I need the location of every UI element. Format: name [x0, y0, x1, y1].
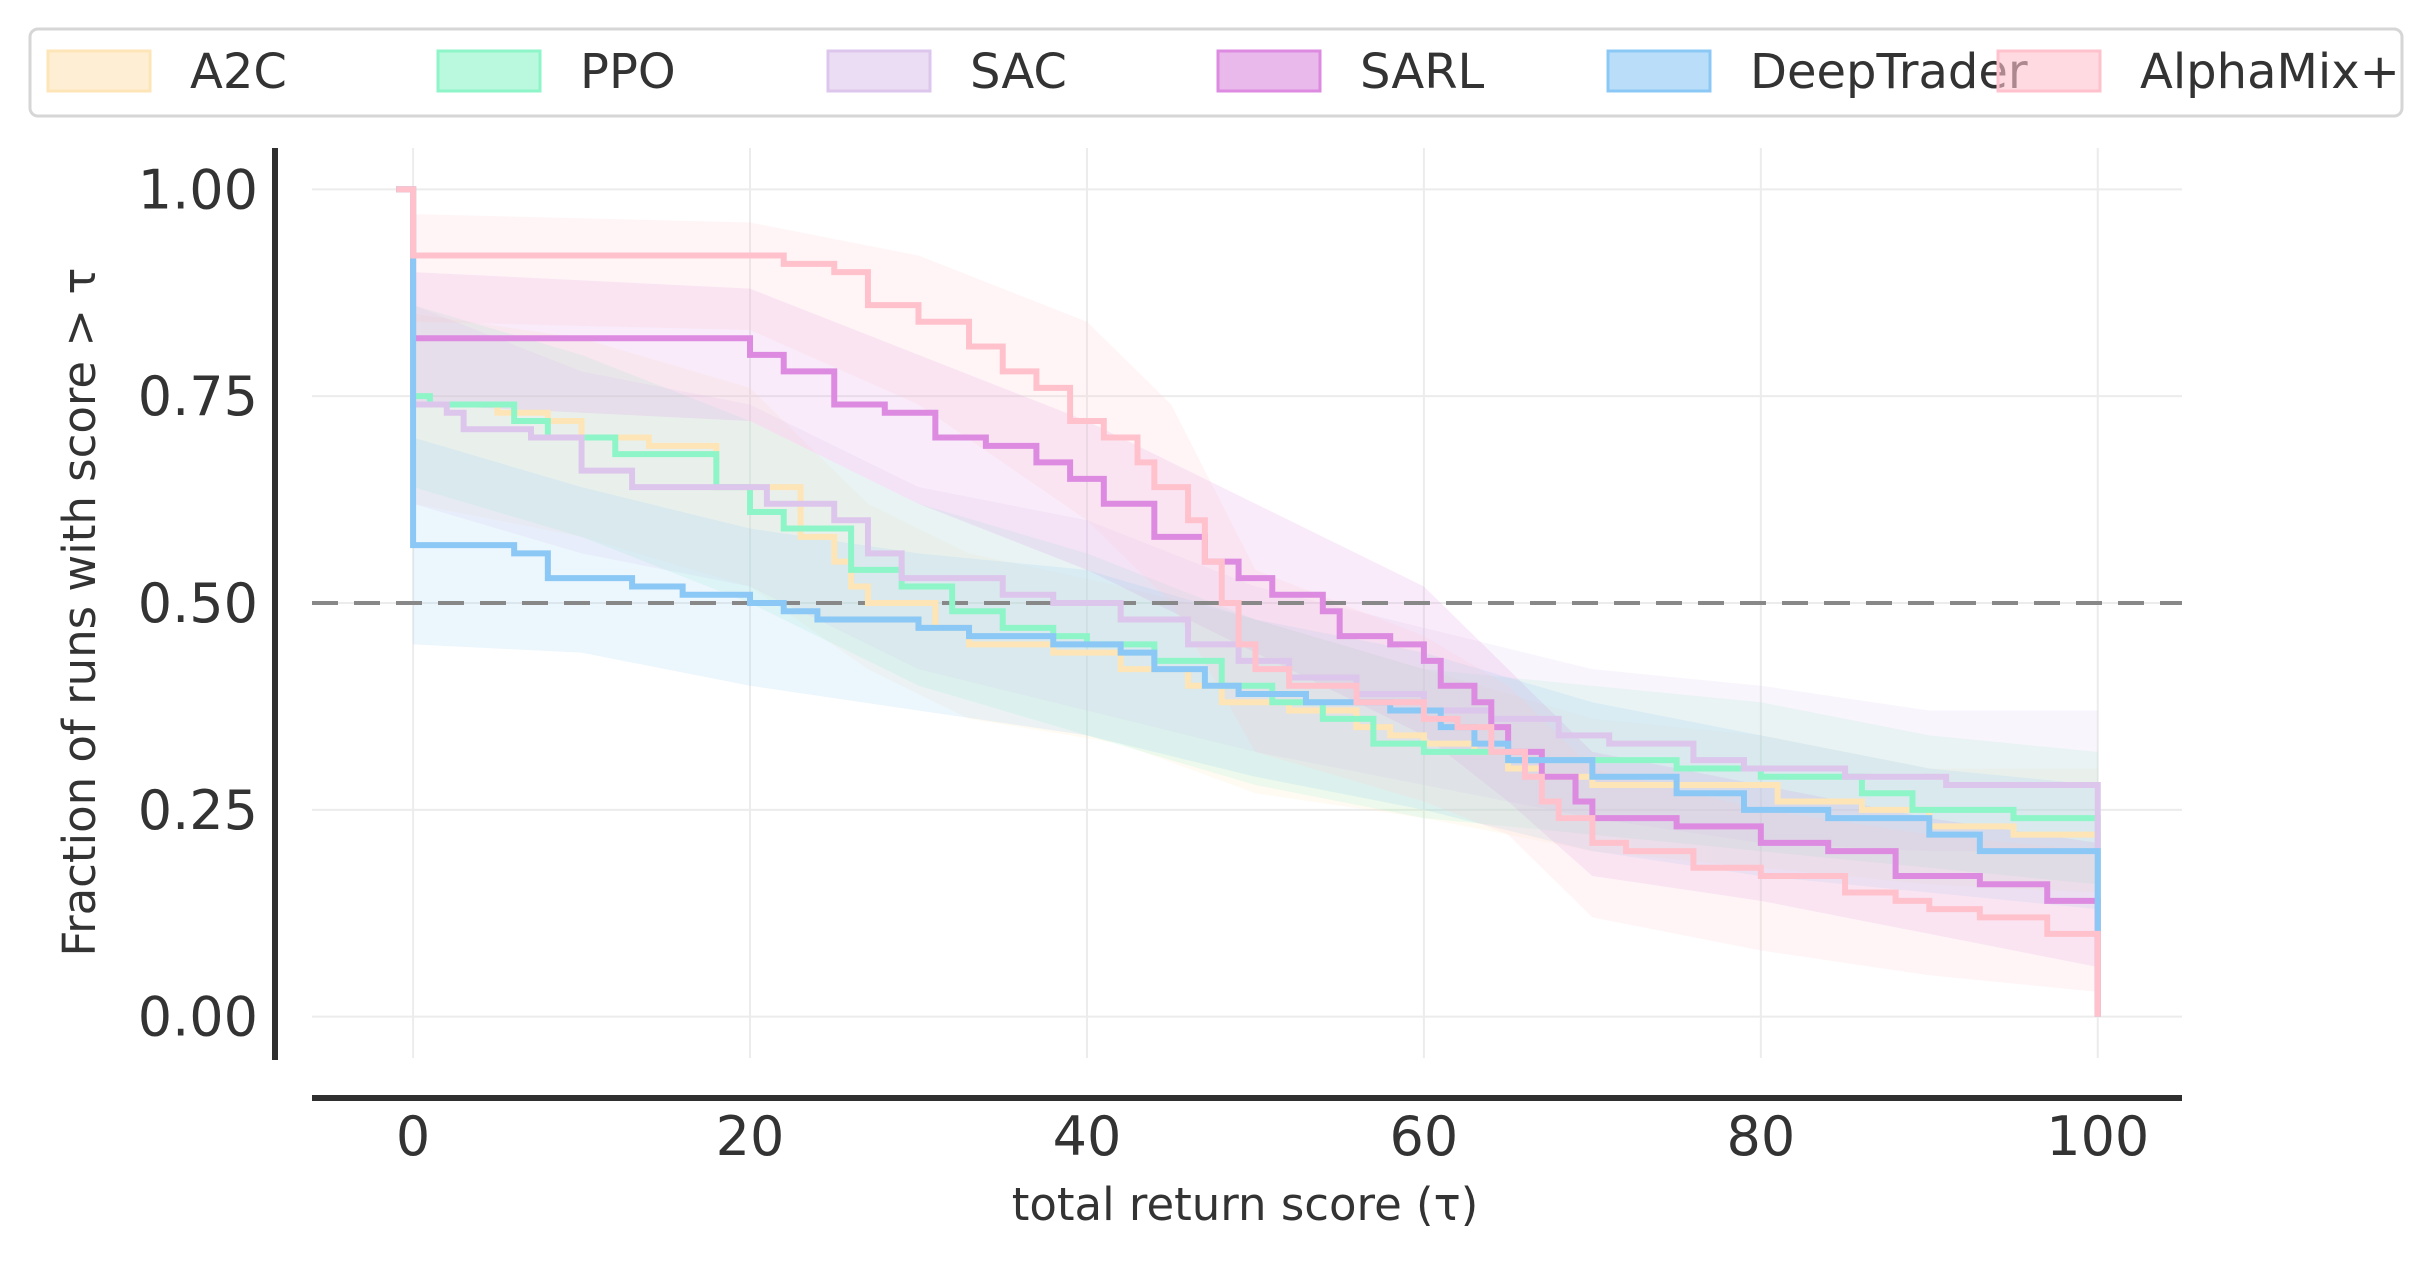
band-2 [413, 305, 2098, 852]
legend-frame [28, 27, 2404, 118]
legend-swatch [1606, 49, 1712, 93]
x-tick-label: 0 [396, 1105, 430, 1168]
series-line-2 [396, 186, 2101, 1017]
x-tick-label: 100 [2046, 1105, 2149, 1168]
legend-label: DeepTrader [1750, 44, 2028, 100]
series-line-5 [396, 186, 2101, 1017]
legend-label: SARL [1360, 44, 1485, 100]
y-axis-ticks: 0.00 0.25 0.50 0.75 1.00 [138, 158, 258, 1048]
legend-swatch [436, 49, 542, 93]
legend-label: A2C [190, 44, 287, 100]
band-1 [413, 305, 2098, 885]
y-tick-label: 0.00 [138, 986, 258, 1049]
legend: A2C PPO SAC SARL DeepTrader AlphaMix+ [28, 27, 2404, 118]
y-tick-label: 0.75 [138, 365, 258, 428]
series-lines [396, 186, 2101, 1017]
x-tick-label: 20 [716, 1105, 785, 1168]
y-tick-label: 1.00 [138, 158, 258, 221]
legend-label: PPO [580, 44, 676, 100]
y-axis-label: Fraction of runs with score > τ [53, 268, 106, 957]
legend-label: AlphaMix+ [2140, 44, 2400, 100]
band-0 [413, 313, 2098, 893]
legend-swatch [46, 49, 152, 93]
x-axis-ticks: 0 20 40 60 80 100 [396, 1105, 2149, 1168]
legend-swatch [1216, 49, 1322, 93]
y-tick-label: 0.25 [138, 779, 258, 842]
legend-swatch [826, 49, 932, 93]
x-tick-label: 60 [1390, 1105, 1459, 1168]
y-tick-label: 0.50 [138, 572, 258, 635]
x-axis-label: total return score (τ) [1012, 1178, 1479, 1231]
series-line-4 [396, 186, 2101, 934]
series-line-0 [396, 186, 2101, 1017]
x-tick-label: 80 [1726, 1105, 1795, 1168]
series-line-3 [396, 186, 2101, 1017]
x-tick-label: 40 [1053, 1105, 1122, 1168]
legend-swatch [1996, 49, 2102, 93]
legend-label: SAC [970, 44, 1067, 100]
